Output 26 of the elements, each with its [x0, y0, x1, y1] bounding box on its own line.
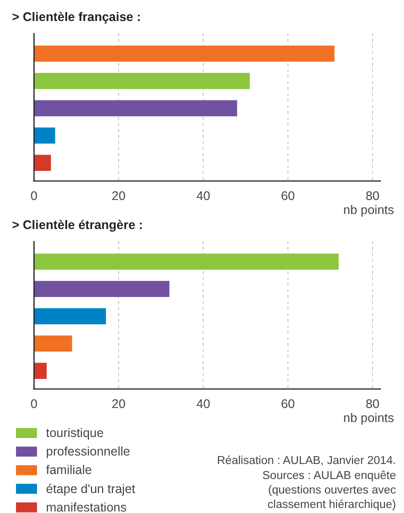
- legend-label: professionnelle: [46, 444, 130, 459]
- x-axis-title: nb points: [343, 411, 394, 425]
- x-axis-title: nb points: [343, 203, 394, 217]
- bar: [34, 127, 56, 144]
- bar: [34, 100, 238, 116]
- source-note: Sources : AULAB enquête (questions ouvertes avec classement hiérarchique): [262, 470, 396, 511]
- x-tick-label: 0: [30, 189, 38, 203]
- x-tick-label: 60: [280, 189, 295, 203]
- bar: [34, 46, 334, 62]
- x-tick-label: 60: [280, 397, 295, 411]
- legend-label: manifestations: [46, 500, 127, 513]
- x-tick-label: 80: [366, 397, 380, 411]
- x-tick-label: 40: [196, 397, 210, 411]
- chart-title: > Clientèle étrangère :: [12, 218, 143, 232]
- x-tick-label: 40: [196, 189, 210, 203]
- text: Réalisation : AULAB, Janvier 2014.: [217, 455, 396, 468]
- x-tick-label: 80: [366, 189, 380, 203]
- x-tick-label: 20: [112, 397, 126, 411]
- legend-label: touristique: [46, 426, 104, 440]
- legend-label: étape d'un trajet: [46, 482, 136, 496]
- x-tick-label: 20: [112, 189, 126, 203]
- bar: [34, 72, 250, 90]
- x-tick-label: 0: [30, 397, 38, 411]
- legend-label: familiale: [46, 463, 92, 478]
- chart-title: > Clientèle française :: [12, 10, 141, 24]
- bar: [34, 154, 51, 171]
